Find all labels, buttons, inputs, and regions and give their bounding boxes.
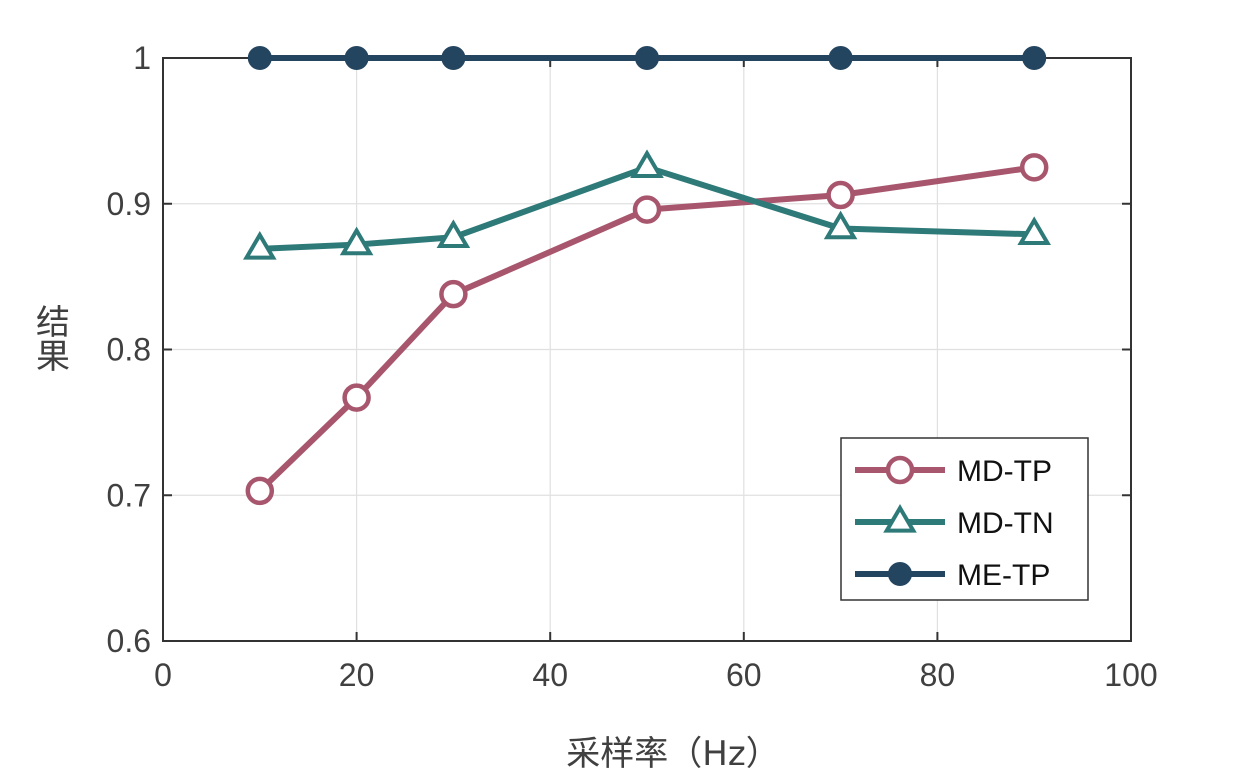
legend-label: MD-TN <box>957 507 1054 540</box>
series-line <box>257 164 1035 494</box>
legend-label: MD-TP <box>957 455 1052 488</box>
legend-marker <box>885 455 915 485</box>
legend-label: ME-TP <box>957 559 1050 592</box>
series-layer <box>243 46 1051 506</box>
data-point <box>828 46 853 70</box>
x-tick-label: 100 <box>1104 657 1157 693</box>
y-tick-label: 0.8 <box>107 332 151 368</box>
axis-ticks: 0 20 40 60 80 100 0.6 0.7 0.8 0.9 1 <box>107 40 1158 693</box>
series-line <box>259 164 1035 252</box>
data-point <box>344 46 369 70</box>
data-point <box>630 149 664 178</box>
data-point <box>823 210 858 240</box>
y-tick-label: 0.6 <box>107 623 151 659</box>
data-point <box>245 476 275 506</box>
y-tick-label: 0.9 <box>107 186 151 222</box>
y-tick-label: 1 <box>133 40 151 76</box>
data-point <box>342 383 371 412</box>
data-point <box>635 46 659 70</box>
legend-entry-me-tp: ME-TP <box>855 559 1050 592</box>
data-point <box>436 219 471 248</box>
legend-marker <box>888 562 912 586</box>
data-point <box>1017 216 1051 246</box>
data-point <box>1019 153 1049 182</box>
series-me-tp <box>247 46 1047 70</box>
data-point <box>1022 46 1047 70</box>
x-tick-label: 60 <box>726 657 762 693</box>
x-tick-label: 0 <box>154 657 172 693</box>
legend-marker <box>883 504 917 533</box>
y-axis-label: 结果 <box>30 304 70 372</box>
data-point <box>243 230 277 260</box>
data-point <box>632 195 662 224</box>
series-md-tn <box>243 149 1051 260</box>
data-point <box>339 226 374 256</box>
data-point <box>439 279 468 309</box>
series-md-tp <box>245 153 1049 506</box>
data-point <box>826 180 855 210</box>
legend-entry-md-tp: MD-TP <box>855 455 1052 488</box>
legend: MD-TP MD-TN ME-TP <box>840 437 1089 601</box>
legend-entry-md-tn: MD-TN <box>855 504 1054 540</box>
data-point <box>247 46 272 70</box>
x-tick-label: 80 <box>920 657 956 693</box>
data-point <box>441 46 466 70</box>
x-axis-label: 采样率（Hz） <box>566 734 779 774</box>
x-tick-label: 20 <box>339 657 375 693</box>
x-tick-label: 40 <box>532 657 568 693</box>
y-tick-label: 0.7 <box>107 477 151 513</box>
